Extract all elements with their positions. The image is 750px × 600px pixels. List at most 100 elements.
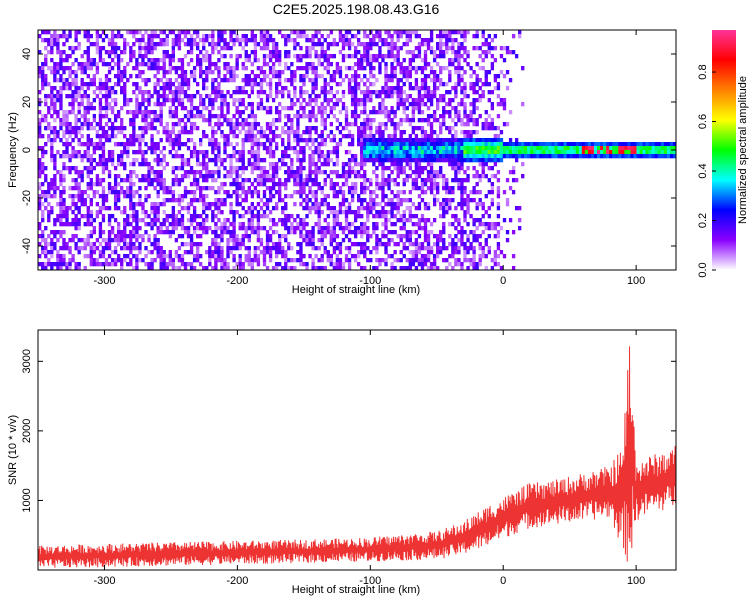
heatmap-cell [417,90,422,95]
heatmap-cell [396,162,400,167]
heatmap-cell [390,90,394,95]
heatmap-cell [363,118,367,123]
heatmap-cell [229,154,233,159]
heatmap-cell [381,182,385,187]
heatmap-cell [268,246,273,251]
heatmap-cell [123,46,127,51]
heatmap-cell [414,174,419,179]
heatmap-cell [132,242,136,247]
heatmap-cell [159,226,163,231]
heatmap-cell [457,182,461,187]
heatmap-cell [317,154,321,159]
heatmap-cell [384,62,388,67]
heatmap-cell [147,46,151,51]
heatmap-cell [98,254,103,259]
heatmap-cell [426,46,431,51]
heatmap-cell [50,86,54,91]
heatmap-cell [126,254,130,259]
heatmap-cell [457,114,461,119]
heatmap-cell [381,158,385,163]
heatmap-cell [214,114,218,119]
heatmap-cell [396,234,400,239]
heatmap-cell [408,174,412,179]
heatmap-cell [89,210,93,215]
heatmap-cell [299,182,303,187]
heatmap-cell [168,62,172,67]
heatmap-cell [241,66,245,71]
heatmap-cell [402,30,406,35]
heatmap-cell [77,210,81,215]
heatmap-cell [435,118,440,123]
heatmap-cell [50,262,54,267]
heatmap-cell [62,42,66,47]
heatmap-cell [214,262,218,267]
heatmap-cell [41,146,45,151]
heatmap-cell [454,70,458,75]
heatmap-cell [202,130,206,135]
heatmap-cell [56,66,60,71]
heatmap-cell [104,114,109,119]
heatmap-cell [408,214,412,219]
heatmap-cell [405,30,409,35]
heatmap-cell [65,146,69,151]
heatmap-cell [287,94,291,99]
heatmap-cell [347,54,352,59]
heatmap-cell [177,182,182,187]
heatmap-cell [378,38,382,43]
heatmap-cell [77,102,81,107]
heatmap-cell [199,62,203,67]
heatmap-cell [53,86,57,91]
heatmap-cell [241,158,245,163]
heatmap-cell [101,190,106,195]
heatmap-cell [366,90,370,95]
heatmap-cell [323,94,327,99]
heatmap-cell [50,138,54,143]
heatmap-cell [396,198,400,203]
heatmap-cell [89,262,93,267]
heatmap-cell [381,170,385,175]
heatmap-cell [256,258,261,263]
heatmap-cell [217,246,221,251]
heatmap-cell [290,214,294,219]
heatmap-cell [329,54,333,59]
heatmap-cell [357,250,361,255]
heatmap-cell [384,78,388,83]
heatmap-cell [442,154,446,159]
heatmap-cell [262,170,267,175]
heatmap-cell [262,214,267,219]
heatmap-cell [402,178,406,183]
heatmap-cell [399,86,403,91]
heatmap-cell [372,38,376,43]
heatmap-cell [329,86,333,91]
heatmap-cell [293,138,297,143]
heatmap-cell [411,142,416,147]
heatmap-cell [74,182,78,187]
heatmap-cell [451,198,455,203]
heatmap-cell [442,82,446,87]
heatmap-cell [390,42,394,47]
heatmap-cell [116,182,121,187]
heatmap-cell [244,194,248,199]
heatmap-cell [390,50,394,55]
heatmap-cell [47,122,51,127]
heatmap-cell [135,234,139,239]
heatmap-cell [168,110,172,115]
heatmap-cell [74,98,78,103]
heatmap-cell [271,42,276,47]
heatmap-cell [110,150,115,155]
heatmap-cell [332,250,337,255]
heatmap-cell [171,230,176,235]
heatmap-cell [411,258,416,263]
heatmap-cell [59,214,63,219]
heatmap-cell [171,178,176,183]
heatmap-cell [101,206,106,211]
heatmap-cell [189,46,194,51]
heatmap-cell [174,178,179,183]
heatmap-cell [229,118,233,123]
heatmap-cell [89,82,93,87]
heatmap-cell [53,66,57,71]
heatmap-cell [360,234,364,239]
heatmap-cell [135,246,139,251]
heatmap-cell [244,134,248,139]
heatmap-cell [68,102,72,107]
